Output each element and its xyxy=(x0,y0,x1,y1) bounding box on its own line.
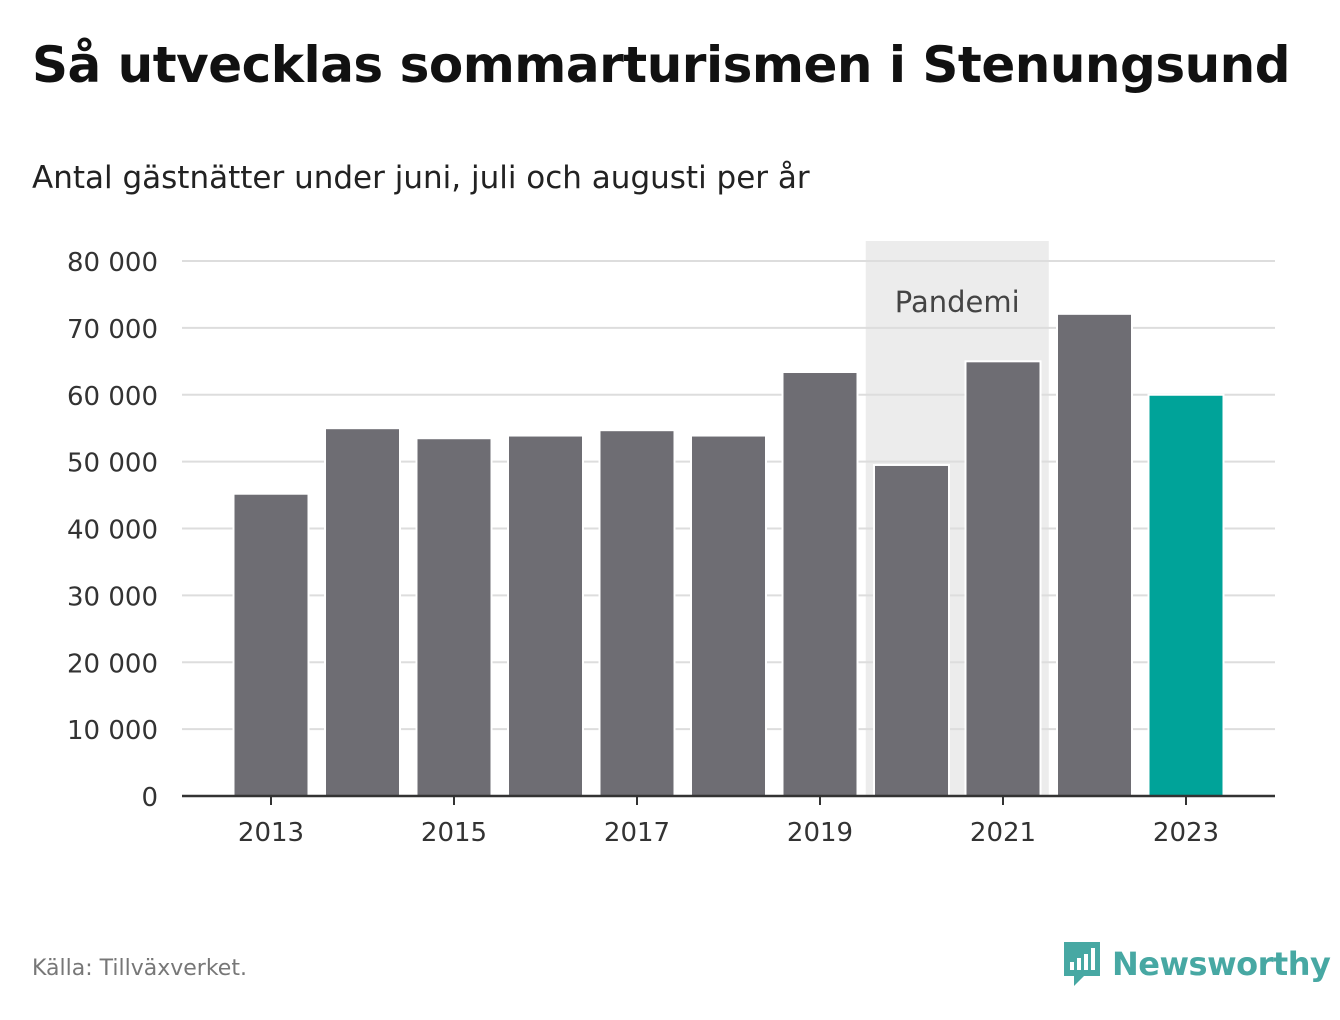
chart-subtitle: Antal gästnätter under juni, juli och au… xyxy=(32,160,810,196)
x-tick-label: 2015 xyxy=(421,818,487,848)
brand-name: Newsworthy xyxy=(1112,945,1331,983)
bar-2017 xyxy=(598,429,676,797)
source-note: Källa: Tillväxverket. xyxy=(32,956,247,981)
y-tick-label: 0 xyxy=(141,783,158,813)
bar-2021 xyxy=(964,360,1042,797)
y-tick-label: 70 000 xyxy=(67,315,158,345)
bar-2019 xyxy=(781,371,859,797)
x-tick-label: 2013 xyxy=(238,818,304,848)
y-tick-label: 50 000 xyxy=(67,449,158,479)
bar-chart-speech-bubble-icon xyxy=(1064,942,1100,986)
bar-2016 xyxy=(507,434,584,797)
bar-2014 xyxy=(324,427,401,797)
bar-2018 xyxy=(690,434,767,797)
x-tick-label: 2021 xyxy=(970,818,1036,848)
chart-title: Så utvecklas sommarturismen i Stenungsun… xyxy=(32,36,1291,94)
y-tick-label: 40 000 xyxy=(67,516,158,546)
x-tick-label: 2019 xyxy=(787,818,853,848)
y-tick-label: 60 000 xyxy=(67,382,158,412)
y-tick-label: 80 000 xyxy=(67,248,158,278)
bar-chart: Pandemi 0 10 000 20 000 30 000 40 000 50 000 60… xyxy=(67,241,1275,848)
x-tick-label: 2023 xyxy=(1153,818,1219,848)
y-tick-label: 10 000 xyxy=(67,716,158,746)
bar-2015 xyxy=(415,437,493,797)
bar-2022 xyxy=(1056,312,1133,797)
brand-logo: Newsworthy xyxy=(1062,940,1331,988)
bar-2013 xyxy=(232,492,310,797)
y-tick-label: 30 000 xyxy=(67,582,158,612)
bar-2023 xyxy=(1147,393,1225,797)
x-tick-label: 2017 xyxy=(604,818,670,848)
bar-2020 xyxy=(873,463,950,797)
pandemic-label: Pandemi xyxy=(895,285,1020,319)
y-tick-label: 20 000 xyxy=(67,649,158,679)
